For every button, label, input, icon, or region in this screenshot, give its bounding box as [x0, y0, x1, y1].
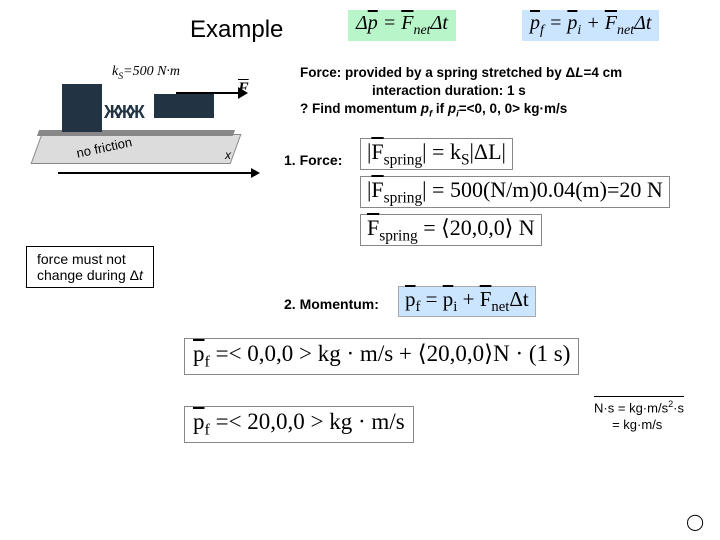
- equation-delta-p: Δp = FnetΔt: [348, 10, 456, 41]
- x-axis-arrow: [58, 172, 258, 174]
- prompt-line-3: ? Find momentum pf if pi=<0, 0, 0> kg·m/…: [300, 100, 710, 121]
- force-magnitude-formula: |Fspring| = kS|ΔL|: [360, 138, 513, 170]
- track: [31, 134, 242, 164]
- force-magnitude-value: |Fspring| = 500(N/m)0.04(m)=20 N: [360, 176, 670, 208]
- force-constant-note: force must notchange during Δt: [26, 246, 154, 288]
- prompt-line-2: interaction duration: 1 s: [300, 82, 710, 100]
- spring-icon: ЖЖЖ: [104, 102, 141, 123]
- step-1-label: 1. Force:: [284, 152, 342, 168]
- momentum-substitution: pf =< 0,0,0 > kg · m/s + ⟨20,0,0⟩N · (1 …: [184, 338, 579, 375]
- prompt-line-1: Force: provided by a spring stretched by…: [300, 64, 710, 82]
- problem-statement: Force: provided by a spring stretched by…: [300, 64, 710, 122]
- force-vector: Fspring = ⟨20,0,0⟩ N: [360, 214, 542, 246]
- equation-pf: pf = pi + FnetΔt: [522, 10, 659, 41]
- cart: [154, 94, 214, 118]
- x-axis-label: x: [225, 148, 231, 162]
- momentum-formula-repeat: pf = pi + FnetΔt: [398, 286, 536, 317]
- wall-block: [62, 84, 102, 132]
- momentum-result: pf =< 20,0,0 > kg · m/s: [184, 406, 414, 443]
- force-arrow-label: F: [238, 80, 249, 98]
- step-2-label: 2. Momentum:: [284, 296, 379, 312]
- spring-cart-diagram: ЖЖЖ F: [36, 74, 256, 194]
- page-number: ◯: [686, 512, 704, 532]
- unit-derivation: N·s = kg·m/s2·s = kg·m/s: [594, 396, 684, 434]
- slide-title: Example: [190, 16, 283, 44]
- force-arrow: [176, 92, 246, 94]
